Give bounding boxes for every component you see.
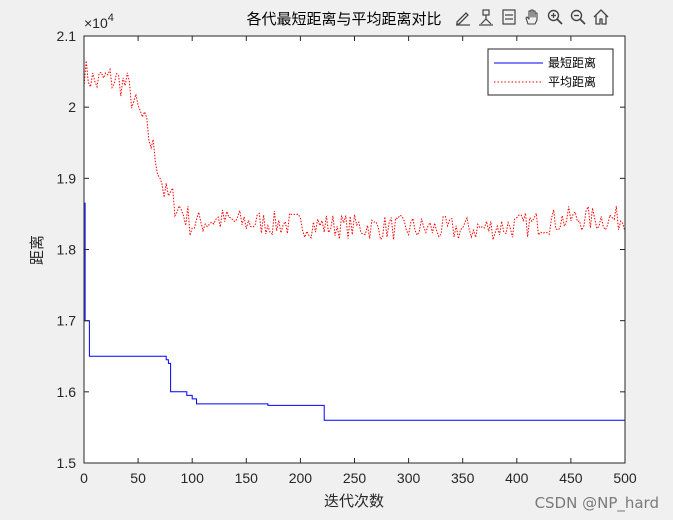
x-tick-label: 400 <box>505 470 529 486</box>
x-tick-label: 200 <box>289 470 313 486</box>
legend-label-average: 平均距离 <box>548 74 596 89</box>
series-layer <box>83 60 626 421</box>
x-tick-label: 150 <box>235 470 259 486</box>
chart-title: 各代最短距离与平均距离对比 <box>246 10 441 28</box>
x-tick-label: 50 <box>130 470 146 486</box>
y-tick-label: 2 <box>68 99 76 115</box>
x-tick-label: 450 <box>559 470 583 486</box>
legend-label-shortest: 最短距离 <box>548 55 596 70</box>
legend[interactable]: 最短距离 平均距离 <box>487 48 614 96</box>
x-tick-label: 100 <box>181 470 205 486</box>
y-tick-label: 2.1 <box>57 28 77 44</box>
zoom-in-icon[interactable] <box>544 6 566 28</box>
x-tick-label: 300 <box>397 470 421 486</box>
y-exponent: ×104 <box>84 12 114 31</box>
home-icon[interactable] <box>590 6 612 28</box>
zoom-out-icon[interactable] <box>567 6 589 28</box>
x-tick-label: 0 <box>80 470 88 486</box>
ticks-layer: 0 50 100 150 200 250 300 350 400 450 500 1.5 1.6 1.7 1… <box>57 28 637 486</box>
axes-toolbar <box>452 6 612 28</box>
data-tips-icon[interactable] <box>475 6 497 28</box>
edit-plot-icon[interactable] <box>452 6 474 28</box>
y-exponent-power: 4 <box>108 12 114 24</box>
legend-icon[interactable] <box>498 6 520 28</box>
y-axis-label: 距离 <box>28 235 46 265</box>
y-tick-label: 1.8 <box>57 242 77 258</box>
x-tick-label: 500 <box>613 470 637 486</box>
x-axis-label: 迭代次数 <box>324 492 384 510</box>
y-tick-label: 1.5 <box>57 455 77 471</box>
series-line-shortest <box>84 202 625 421</box>
y-tick-label: 1.9 <box>57 170 77 186</box>
pan-icon[interactable] <box>521 6 543 28</box>
y-tick-label: 1.6 <box>57 384 77 400</box>
series-line-average <box>83 60 626 241</box>
watermark: CSDN @NP_hard <box>534 494 659 512</box>
x-tick-label: 250 <box>343 470 367 486</box>
legend-box <box>487 48 614 96</box>
y-exponent-base: ×10 <box>84 15 108 31</box>
y-tick-label: 1.7 <box>57 313 77 329</box>
x-tick-label: 350 <box>451 470 475 486</box>
axes-background <box>84 36 625 463</box>
